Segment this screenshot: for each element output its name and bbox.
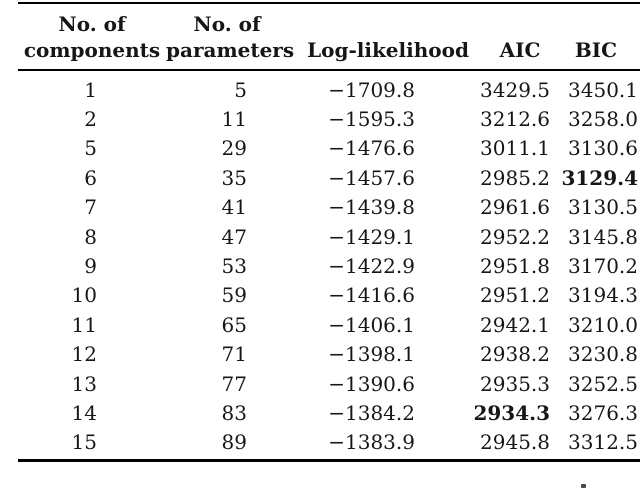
column-header-aic-line1 — [488, 11, 552, 37]
cell-log_likelihood-row2: −1595.3 — [328, 107, 415, 132]
cell-aic-row6: 2952.2 — [480, 224, 550, 249]
cell-parameters-row11: 77 — [221, 371, 247, 396]
cell-parameters-row2: 11 — [221, 107, 247, 132]
table-bottom-rule — [18, 459, 640, 463]
column-header-parameters-line1: No. of — [193, 12, 261, 36]
cell-bic-row9: 3210.0 — [568, 312, 638, 337]
cell-aic-row13: 2945.8 — [480, 430, 550, 455]
cell-bic-row2: 3258.0 — [568, 107, 638, 132]
cell-aic-row4: 2985.2 — [480, 165, 550, 190]
table-top-rule — [18, 2, 640, 4]
cell-log_likelihood-row1: −1709.8 — [328, 77, 415, 102]
cell-bic-row12: 3276.3 — [568, 400, 638, 425]
cell-components-row11: 13 — [71, 371, 97, 396]
cell-components-row12: 14 — [71, 400, 97, 425]
cell-bic-row6: 3145.8 — [568, 224, 638, 249]
cell-parameters-row6: 47 — [221, 224, 247, 249]
column-header-components-line2: components — [23, 38, 161, 62]
cell-parameters-row1: 5 — [234, 77, 247, 102]
cell-parameters-row9: 65 — [221, 312, 247, 337]
cell-aic-row2: 3212.6 — [480, 107, 550, 132]
cell-aic-row11: 2935.3 — [480, 371, 550, 396]
cell-bic-row11: 3252.5 — [568, 371, 638, 396]
cell-aic-row8: 2951.2 — [480, 283, 550, 308]
cell-components-row8: 10 — [71, 283, 97, 308]
cell-parameters-row8: 59 — [221, 283, 247, 308]
cell-log_likelihood-row13: −1383.9 — [328, 430, 415, 455]
cell-log_likelihood-row7: −1422.9 — [328, 254, 415, 279]
cell-parameters-row13: 89 — [221, 430, 247, 455]
cell-parameters-row10: 71 — [221, 342, 247, 367]
column-header-aic-line2: AIC — [499, 38, 541, 62]
model-selection-table: No. of components No. of parameters Log-… — [18, 0, 640, 463]
cell-parameters-row3: 29 — [221, 136, 247, 161]
cell-bic-row8: 3194.3 — [568, 283, 638, 308]
column-header-bic: BIC — [552, 11, 640, 63]
cell-bic-row4: 3129.4 — [561, 165, 638, 190]
column-header-bic-line1 — [552, 11, 640, 37]
cell-log_likelihood-row12: −1384.2 — [328, 400, 415, 425]
column-header-parameters: No. of parameters — [166, 11, 295, 63]
cell-aic-row5: 2961.6 — [480, 195, 550, 220]
table-header-rule — [18, 69, 640, 71]
cell-log_likelihood-row4: −1457.6 — [328, 165, 415, 190]
column-header-log-likelihood-line1 — [288, 11, 488, 37]
cell-log_likelihood-row10: −1398.1 — [328, 342, 415, 367]
column-header-bic-line2: BIC — [574, 38, 618, 62]
table-body: 1 5 −1709.8 3429.5 3450.1 2 11 −1595.3 3212.6 325… — [18, 71, 640, 459]
table-header-row: No. of components No. of parameters Log-… — [18, 4, 640, 69]
cell-components-row4: 6 — [84, 165, 97, 190]
column-header-log-likelihood: Log-likelihood — [288, 11, 488, 63]
cell-bic-row1: 3450.1 — [568, 77, 638, 102]
cell-components-row10: 12 — [71, 342, 97, 367]
column-header-aic: AIC — [488, 11, 552, 63]
cell-bic-row13: 3312.5 — [568, 430, 638, 455]
cell-components-row7: 9 — [84, 254, 97, 279]
cell-bic-row5: 3130.5 — [568, 195, 638, 220]
cropped-text-fragment — [581, 484, 586, 488]
cell-log_likelihood-row8: −1416.6 — [328, 283, 415, 308]
cell-bic-row10: 3230.8 — [568, 342, 638, 367]
cell-log_likelihood-row5: −1439.8 — [328, 195, 415, 220]
column-header-components-line1: No. of — [58, 12, 126, 36]
cell-components-row9: 11 — [71, 312, 97, 337]
cell-aic-row10: 2938.2 — [480, 342, 550, 367]
cell-components-row5: 7 — [84, 195, 97, 220]
cell-aic-row12: 2934.3 — [473, 400, 550, 425]
cell-components-row1: 1 — [84, 77, 97, 102]
cell-aic-row1: 3429.5 — [480, 77, 550, 102]
cell-log_likelihood-row3: −1476.6 — [328, 136, 415, 161]
cell-bic-row7: 3170.2 — [568, 254, 638, 279]
column-header-parameters-line2: parameters — [166, 38, 295, 62]
cell-log_likelihood-row9: −1406.1 — [328, 312, 415, 337]
cell-components-row2: 2 — [84, 107, 97, 132]
cell-parameters-row4: 35 — [221, 165, 247, 190]
column-header-components: No. of components — [18, 11, 166, 63]
cell-components-row3: 5 — [84, 136, 97, 161]
cell-parameters-row5: 41 — [221, 195, 247, 220]
cell-aic-row3: 3011.1 — [480, 136, 550, 161]
cell-aic-row7: 2951.8 — [480, 254, 550, 279]
cell-aic-row9: 2942.1 — [480, 312, 550, 337]
cell-parameters-row12: 83 — [221, 400, 247, 425]
cell-log_likelihood-row6: −1429.1 — [328, 224, 415, 249]
cell-bic-row3: 3130.6 — [568, 136, 638, 161]
column-header-log-likelihood-line2: Log-likelihood — [307, 38, 469, 62]
cell-components-row6: 8 — [84, 224, 97, 249]
cell-log_likelihood-row11: −1390.6 — [328, 371, 415, 396]
cell-parameters-row7: 53 — [221, 254, 247, 279]
cell-components-row13: 15 — [71, 430, 97, 455]
